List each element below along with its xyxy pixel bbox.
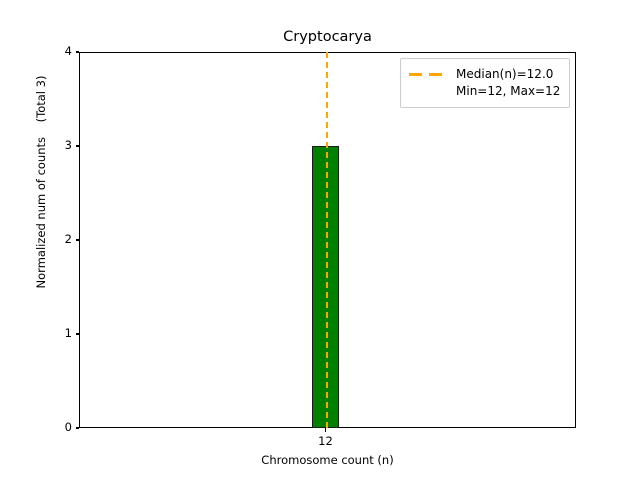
median-line: [325, 52, 328, 428]
page-title: Cryptocarya: [283, 29, 372, 45]
legend-median-label: Median(n)=12.0: [456, 67, 554, 81]
y-tick-mark: [75, 239, 79, 241]
legend-dashed-line-icon: [409, 66, 447, 82]
legend-entry-text: Median(n)=12.0 Min=12, Max=12: [456, 66, 560, 100]
y-tick-mark: [75, 333, 79, 335]
y-tick-label: 2: [64, 232, 72, 246]
y-tick-label: 3: [64, 138, 72, 152]
y-tick-label: 0: [64, 420, 72, 434]
y-tick-label: 4: [64, 44, 72, 58]
x-tick-mark: [324, 428, 327, 432]
y-tick-mark: [75, 51, 79, 53]
y-tick-mark: [75, 427, 79, 429]
x-tick-label: 12: [318, 434, 333, 448]
legend-minmax-label: Min=12, Max=12: [456, 84, 561, 98]
legend: Median(n)=12.0 Min=12, Max=12: [400, 58, 571, 108]
y-tick-label: 1: [64, 326, 72, 340]
y-axis-label: Normalized num of counts (Total 3): [34, 75, 48, 289]
x-axis-label: Chromosome count (n): [261, 453, 394, 467]
y-tick-mark: [75, 145, 79, 147]
